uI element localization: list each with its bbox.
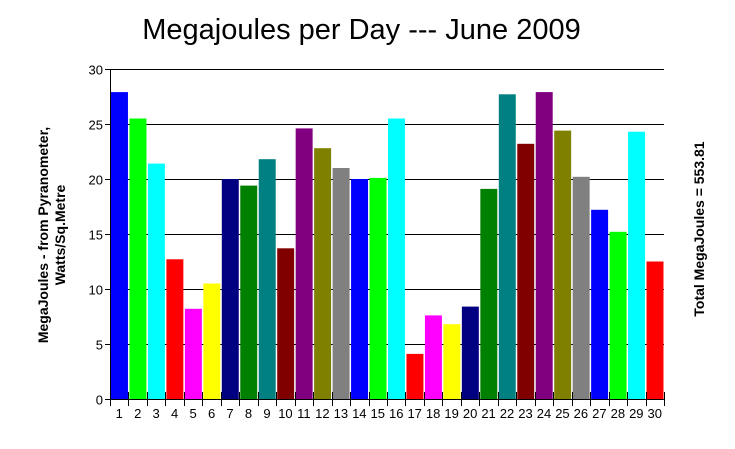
- bar-day-30: [646, 261, 664, 399]
- x-tick-label: 2: [134, 406, 141, 421]
- x-tick-label: 24: [537, 406, 551, 421]
- x-tick-label: 29: [629, 406, 643, 421]
- bar-day-21: [480, 188, 498, 399]
- x-tick-label: 15: [371, 406, 385, 421]
- bar-day-10: [277, 248, 295, 399]
- x-tick-label: 22: [500, 406, 514, 421]
- bar-day-1: [111, 92, 128, 399]
- bar-day-5: [184, 308, 202, 399]
- x-tick-label: 1: [116, 406, 123, 421]
- bar-day-8: [240, 185, 258, 399]
- y-tick-label: 0: [96, 393, 103, 408]
- bar-day-9: [258, 159, 276, 399]
- bar-day-17: [406, 353, 424, 399]
- x-tick-label: 16: [389, 406, 403, 421]
- bar-day-11: [295, 128, 313, 399]
- bar-day-3: [147, 163, 165, 399]
- x-tick-label: 25: [555, 406, 569, 421]
- x-tick-label: 4: [171, 406, 178, 421]
- bar-day-19: [443, 324, 461, 399]
- y-tick-label: 25: [89, 118, 103, 133]
- bar-day-15: [369, 177, 387, 399]
- bar-day-12: [314, 148, 332, 399]
- x-tick-label: 13: [334, 406, 348, 421]
- x-tick-label: 26: [574, 406, 588, 421]
- bar-day-27: [591, 209, 609, 399]
- x-tick-label: 27: [592, 406, 606, 421]
- bar-day-16: [388, 118, 405, 399]
- x-tick-label: 6: [208, 406, 215, 421]
- y-tick-label: 5: [96, 338, 103, 353]
- bar-day-29: [628, 131, 646, 399]
- x-tick-label: 9: [263, 406, 270, 421]
- x-tick-label: 11: [297, 406, 311, 421]
- chart-title-text: Megajoules per Day --- June 2009: [142, 14, 581, 46]
- x-tick-label: 21: [481, 406, 495, 421]
- bar-day-23: [517, 143, 535, 399]
- chart-title: Megajoules per Day --- June 2009: [0, 14, 735, 47]
- bar-day-26: [572, 176, 590, 399]
- x-tick-label: 23: [518, 406, 532, 421]
- x-tick-label: 30: [648, 406, 662, 421]
- y-tick-label: 30: [89, 63, 103, 78]
- bar-day-28: [609, 231, 627, 399]
- x-tick-label: 14: [352, 406, 366, 421]
- bar-day-25: [554, 130, 572, 399]
- x-tick-label: 5: [189, 406, 196, 421]
- y-tick-label: 20: [89, 173, 103, 188]
- bar-day-13: [332, 168, 350, 399]
- x-tick-label: 8: [245, 406, 252, 421]
- x-tick-label: 19: [444, 406, 458, 421]
- bar-day-7: [221, 179, 239, 399]
- x-tick-label: 20: [463, 406, 477, 421]
- y-tick-label: 15: [89, 228, 103, 243]
- bar-day-18: [424, 315, 442, 399]
- x-tick-label: 3: [153, 406, 160, 421]
- bar-day-6: [203, 283, 221, 399]
- x-tick-label: 7: [226, 406, 233, 421]
- bar-day-20: [461, 306, 479, 399]
- x-tick-label: 18: [426, 406, 440, 421]
- x-tick-label: 12: [315, 406, 329, 421]
- y-tick-label: 10: [89, 283, 103, 298]
- bar-day-14: [351, 179, 369, 399]
- x-tick-label: 28: [611, 406, 625, 421]
- bar-day-2: [129, 118, 147, 399]
- x-tick-label: 17: [407, 406, 421, 421]
- bar-day-24: [535, 92, 553, 399]
- bar-day-22: [498, 94, 516, 400]
- bar-day-4: [166, 259, 184, 399]
- x-tick-label: 10: [278, 406, 292, 421]
